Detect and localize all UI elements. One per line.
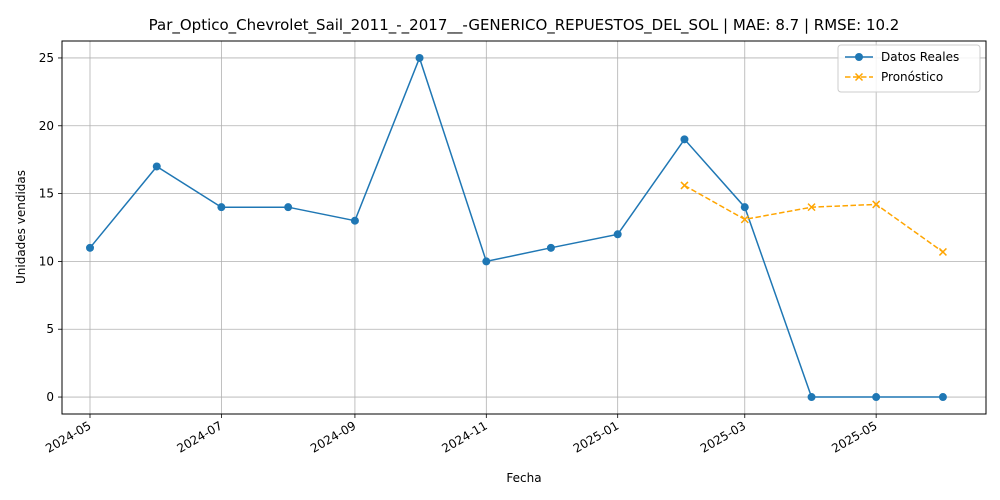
data-point [86,243,94,252]
plot-frame [61,40,987,415]
y-tick-label: 10 [39,254,54,268]
data-point [350,216,359,225]
data-point [482,257,491,266]
x-tick-label: 2025-01 [571,418,621,455]
series-line-1 [684,184,944,253]
grid-lines [62,41,986,414]
legend-box [837,44,981,93]
data-point [807,393,816,402]
data-point [613,230,622,239]
data-point [546,243,555,252]
data-point [740,203,749,212]
legend-label-1: Pronóstico [881,70,943,84]
x-marker-stroke [807,203,816,212]
data-point [740,215,749,224]
data-point [938,247,947,256]
x-tick-label: 2024-11 [439,418,489,455]
x-marker-stroke [938,247,947,256]
y-tick-label: 25 [39,51,54,65]
data-point [872,200,881,209]
data-point [284,203,293,212]
y-tick-label: 20 [39,119,54,133]
legend: Datos Reales Pronóstico [837,44,981,93]
data-point [152,162,161,171]
x-marker-stroke [872,200,881,209]
x-marker-stroke [680,181,689,190]
x-tick-label: 2024-09 [308,418,358,455]
x-marker-stroke [740,215,749,224]
chart-title: Par_Optico_Chevrolet_Sail_2011_-_2017__-… [149,16,900,35]
legend-label-0: Datos Reales [881,50,959,64]
data-point [680,135,689,144]
axis-ticks: 2024-05 2024-07 2024-09 2024-11 2025-01 2025-… [39,51,880,456]
y-axis-title: Unidades vendidas [14,170,28,284]
x-tick-label: 2024-05 [43,418,93,455]
series-line-0 [89,55,943,398]
legend-marker-1 [854,72,864,82]
data-point [872,393,881,402]
data-point [415,53,424,62]
data-point [680,181,689,190]
x-axis-title: Fecha [506,471,541,485]
data-point [807,203,816,212]
x-tick-label: 2025-05 [829,418,879,455]
series-layer [86,53,947,402]
data-point [217,203,226,212]
legend-marker-0 [855,53,863,61]
x-tick-label: 2024-07 [174,418,224,455]
y-tick-label: 15 [39,187,54,201]
y-tick-label: 0 [46,390,54,404]
data-point [938,393,947,402]
y-tick-label: 5 [46,322,54,336]
x-marker-stroke [854,72,864,82]
x-tick-label: 2025-03 [698,418,748,455]
